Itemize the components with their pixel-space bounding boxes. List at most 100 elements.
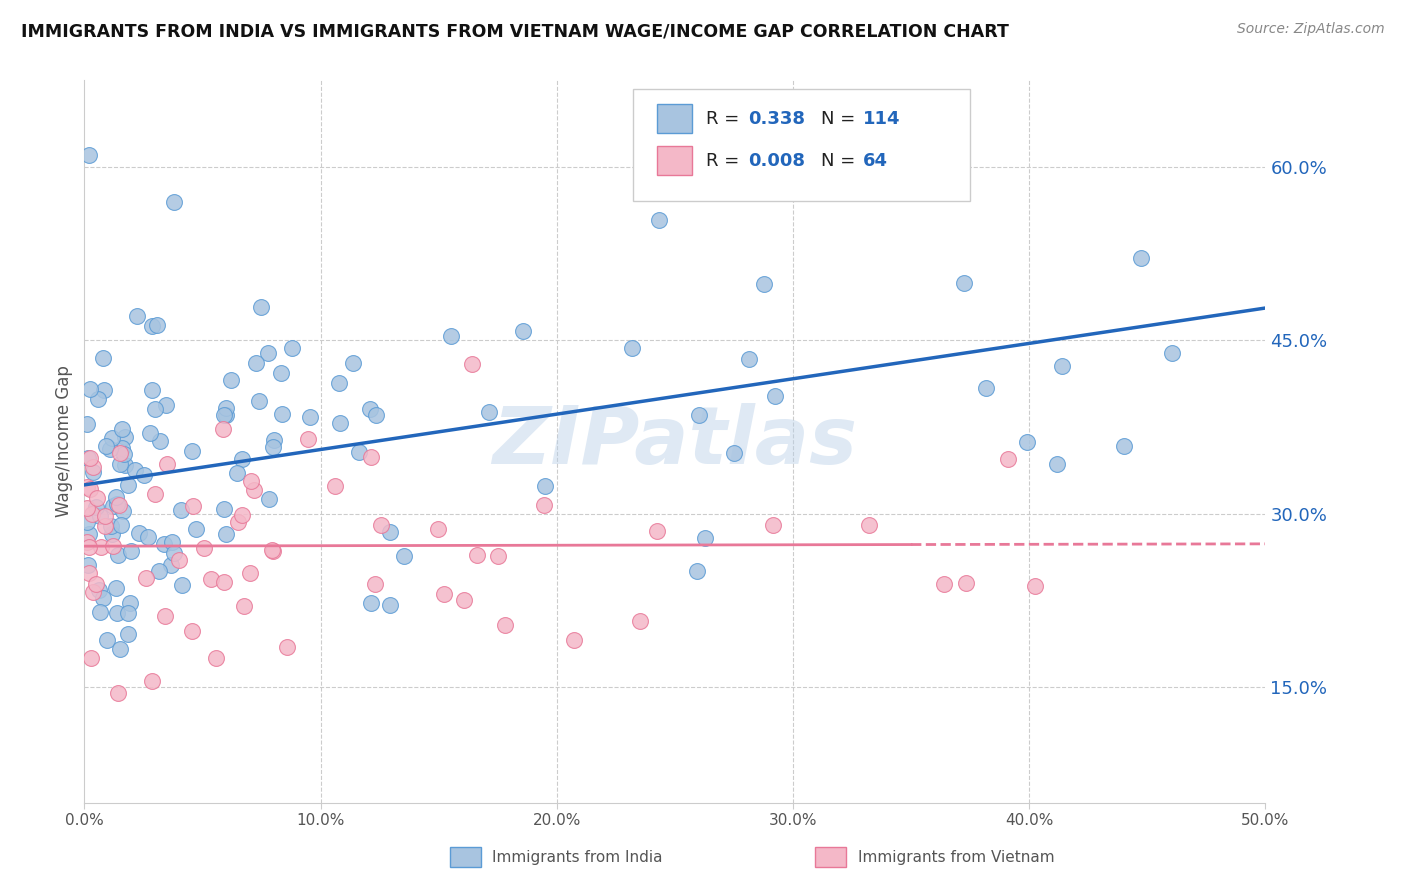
Point xyxy=(155,398,177,412)
Point xyxy=(163,194,186,209)
Point xyxy=(153,609,176,624)
Text: ZIPatlas: ZIPatlas xyxy=(492,402,858,481)
Point xyxy=(360,596,382,610)
Point xyxy=(159,558,181,573)
Point xyxy=(156,458,179,472)
Point xyxy=(100,431,122,445)
Y-axis label: Wage/Income Gap: Wage/Income Gap xyxy=(55,366,73,517)
Point xyxy=(239,566,262,580)
Text: N =: N = xyxy=(821,110,860,128)
Point xyxy=(120,544,142,558)
Point xyxy=(648,212,671,227)
Point xyxy=(76,515,98,529)
Point xyxy=(226,467,249,481)
Point xyxy=(534,479,557,493)
Point xyxy=(440,329,463,343)
Point xyxy=(738,352,761,367)
Point xyxy=(239,474,262,488)
Point xyxy=(426,522,449,536)
Point xyxy=(76,535,98,549)
Point xyxy=(143,401,166,416)
Point xyxy=(124,463,146,477)
Point xyxy=(169,553,191,567)
Point xyxy=(461,357,484,371)
Point xyxy=(98,442,121,456)
Point xyxy=(117,627,139,641)
Point xyxy=(96,633,118,648)
Point xyxy=(212,409,235,423)
Point xyxy=(110,441,132,455)
Point xyxy=(271,407,294,421)
Point xyxy=(145,487,167,501)
Point xyxy=(105,497,128,511)
Text: R =: R = xyxy=(706,152,745,169)
Point xyxy=(231,508,253,522)
Text: 0.338: 0.338 xyxy=(748,110,806,128)
Point xyxy=(76,558,98,572)
Point xyxy=(101,499,124,513)
Text: 0.008: 0.008 xyxy=(748,152,806,169)
Point xyxy=(108,499,131,513)
Point xyxy=(257,491,280,506)
Point xyxy=(233,599,256,614)
Point xyxy=(212,501,235,516)
Point xyxy=(111,503,134,517)
Point xyxy=(117,478,139,492)
Point xyxy=(215,408,238,422)
Text: 64: 64 xyxy=(863,152,889,169)
Point xyxy=(378,598,401,612)
Point xyxy=(723,445,745,459)
Point xyxy=(108,446,131,460)
Point xyxy=(180,624,202,639)
Point xyxy=(359,401,381,416)
Point xyxy=(79,450,101,465)
Text: Immigrants from Vietnam: Immigrants from Vietnam xyxy=(858,850,1054,864)
Point xyxy=(135,571,157,585)
Point xyxy=(360,450,382,464)
Point xyxy=(110,518,132,533)
Point xyxy=(465,548,488,562)
Point xyxy=(111,422,134,436)
Point xyxy=(1017,435,1039,450)
Point xyxy=(93,384,115,398)
Point xyxy=(79,383,101,397)
Point xyxy=(146,318,169,333)
Text: N =: N = xyxy=(821,152,860,169)
Point xyxy=(647,524,669,538)
Point xyxy=(169,503,191,517)
Point xyxy=(247,394,270,409)
Point xyxy=(329,416,352,430)
Point xyxy=(117,607,139,621)
Point xyxy=(91,351,114,366)
Point xyxy=(433,587,456,601)
Point xyxy=(114,429,136,443)
Point xyxy=(762,518,785,533)
Point xyxy=(212,422,235,436)
Point xyxy=(80,508,103,522)
Point xyxy=(87,582,110,597)
Point xyxy=(1129,252,1152,266)
Point xyxy=(127,309,149,323)
Point xyxy=(141,318,163,333)
Point xyxy=(93,591,115,605)
Point xyxy=(77,526,100,541)
Point xyxy=(1024,579,1046,593)
Point xyxy=(281,341,304,355)
Point xyxy=(562,633,585,648)
Point xyxy=(363,577,385,591)
Point xyxy=(688,409,710,423)
Point xyxy=(105,606,128,620)
Point xyxy=(105,490,128,504)
Point xyxy=(141,383,163,397)
Point xyxy=(200,572,222,586)
Point xyxy=(107,686,129,700)
Point xyxy=(512,324,534,338)
Point xyxy=(141,673,163,688)
Point xyxy=(77,540,100,554)
Text: 114: 114 xyxy=(863,110,901,128)
Point xyxy=(997,451,1019,466)
Text: Immigrants from India: Immigrants from India xyxy=(492,850,662,864)
Point xyxy=(453,593,475,607)
Point xyxy=(366,408,388,422)
Point xyxy=(148,564,170,578)
